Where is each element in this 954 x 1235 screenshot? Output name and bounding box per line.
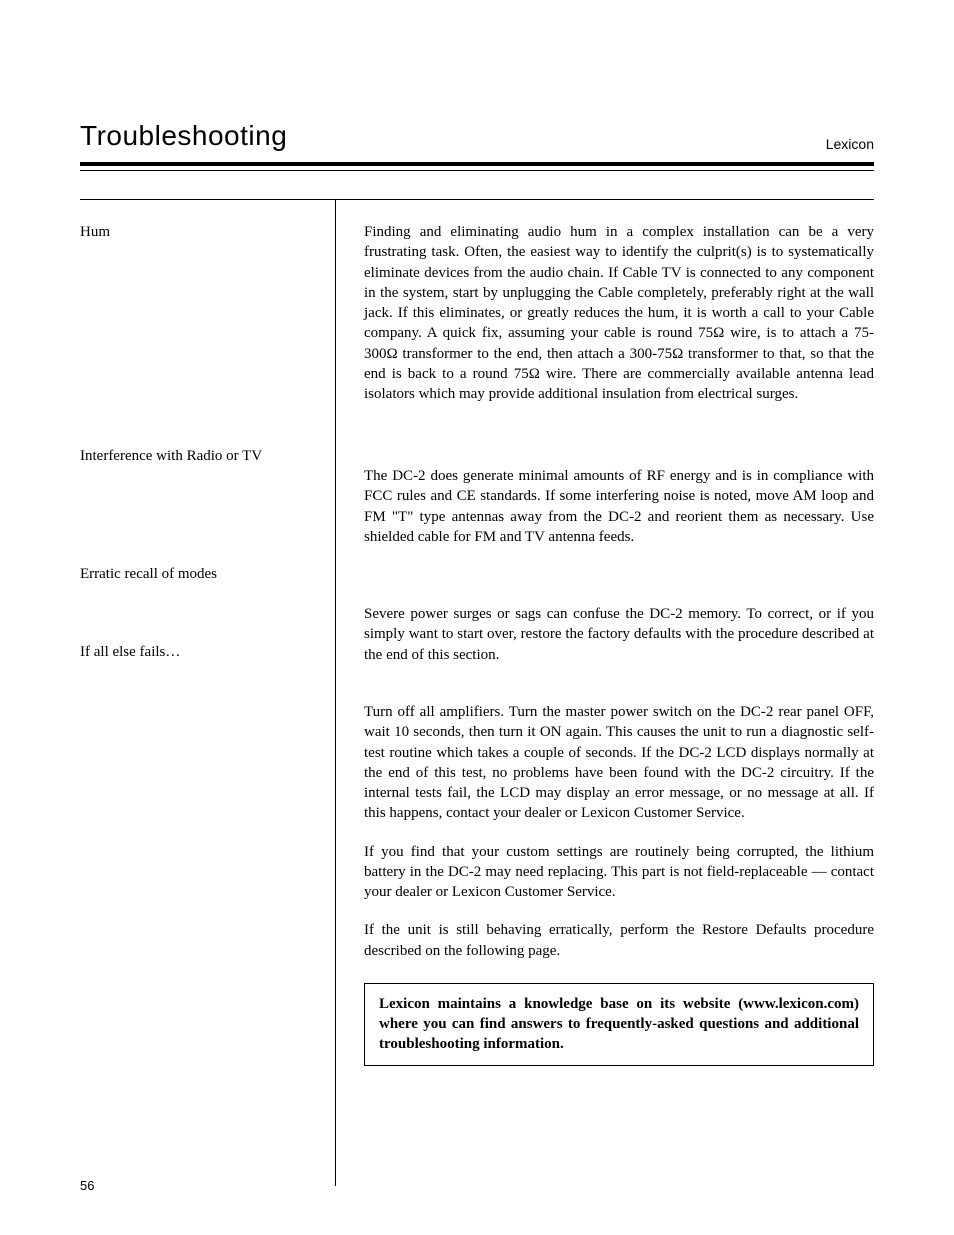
header-rule: [80, 170, 874, 171]
body-column: Finding and eliminating audio hum in a c…: [336, 200, 874, 1186]
body-if-all-else-fails: Turn off all amplifiers. Turn the master…: [364, 702, 874, 961]
section-title: Troubleshooting: [80, 120, 287, 152]
topic-interference: Interference with Radio or TV: [80, 446, 319, 564]
body-interference-text: The DC-2 does generate minimal amounts o…: [364, 466, 874, 547]
topic-hum: Hum: [80, 222, 319, 446]
topic-if-all-else-fails: If all else fails…: [80, 642, 319, 942]
page: Troubleshooting Lexicon Hum Interference…: [0, 0, 954, 1235]
page-number: 56: [80, 1178, 94, 1193]
body-erratic: Severe power surges or sags can confuse …: [364, 604, 874, 682]
knowledge-base-note: Lexicon maintains a knowledge base on it…: [364, 983, 874, 1066]
topics-column: Hum Interference with Radio or TV Errati…: [80, 200, 336, 1186]
body-fail-p3: If the unit is still behaving erraticall…: [364, 920, 874, 961]
body-hum-text: Finding and eliminating audio hum in a c…: [364, 222, 874, 404]
page-header: Troubleshooting Lexicon: [80, 120, 874, 166]
topic-erratic: Erratic recall of modes: [80, 564, 319, 642]
body-fail-p2: If you find that your custom settings ar…: [364, 842, 874, 903]
body-hum: Finding and eliminating audio hum in a c…: [364, 222, 874, 446]
body-fail-p1: Turn off all amplifiers. Turn the master…: [364, 702, 874, 824]
spacer: [364, 1066, 874, 1186]
body-interference: The DC-2 does generate minimal amounts o…: [364, 466, 874, 584]
body-erratic-text: Severe power surges or sags can confuse …: [364, 604, 874, 665]
content-area: Hum Interference with Radio or TV Errati…: [80, 199, 874, 1186]
brand-label: Lexicon: [826, 136, 874, 152]
troubleshooting-table: Hum Interference with Radio or TV Errati…: [80, 200, 874, 1186]
